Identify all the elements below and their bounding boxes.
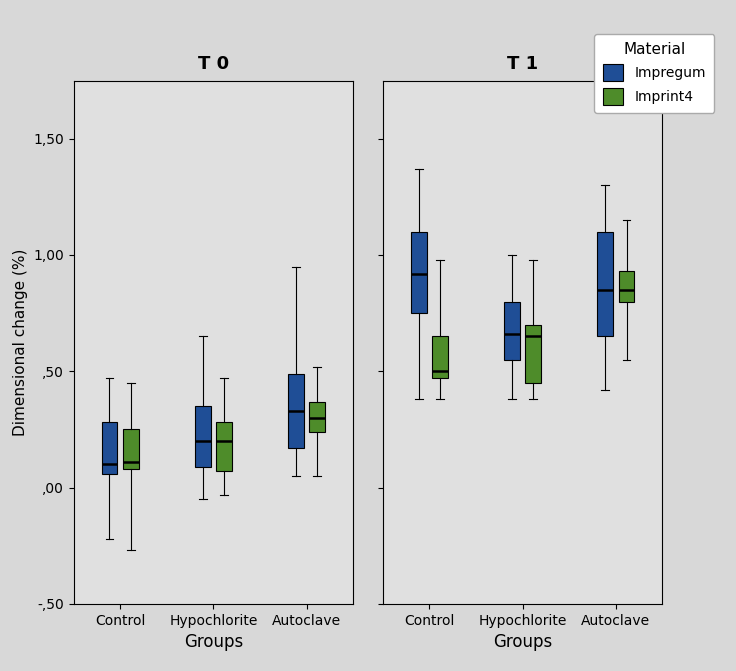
Legend: Impregum, Imprint4: Impregum, Imprint4 [594,34,715,113]
PathPatch shape [618,271,634,301]
PathPatch shape [526,325,541,383]
PathPatch shape [432,336,448,378]
PathPatch shape [504,301,520,360]
PathPatch shape [195,406,210,466]
Title: T 0: T 0 [198,56,229,73]
PathPatch shape [288,374,304,448]
X-axis label: Groups: Groups [184,633,243,651]
PathPatch shape [411,231,427,313]
PathPatch shape [597,231,613,336]
Y-axis label: Dimensional change (%): Dimensional change (%) [13,248,27,436]
PathPatch shape [123,429,139,469]
Title: T 1: T 1 [507,56,538,73]
PathPatch shape [216,423,232,471]
X-axis label: Groups: Groups [493,633,552,651]
PathPatch shape [309,401,325,431]
PathPatch shape [102,423,118,474]
